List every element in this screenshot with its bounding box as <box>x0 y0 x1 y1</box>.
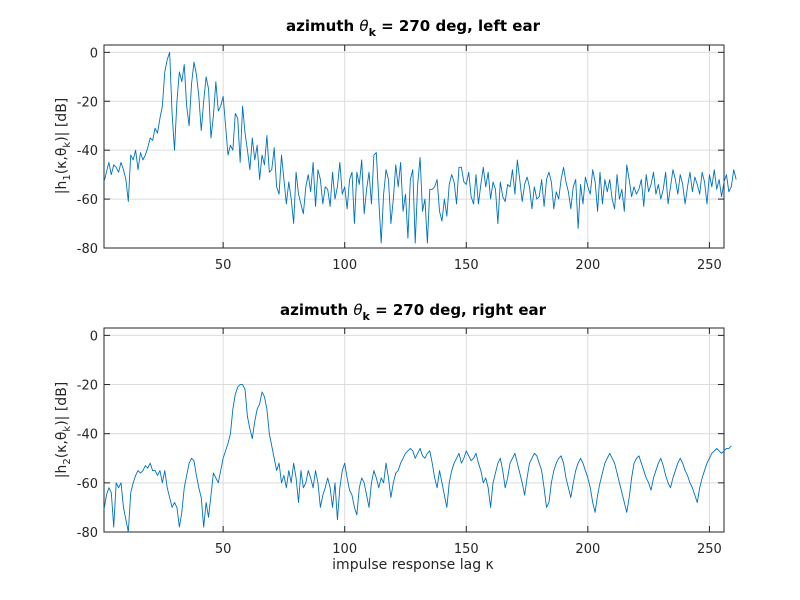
right-ear-panel: azimuth θk = 270 deg, right ear 50 100 150… <box>54 301 732 573</box>
left-ear-xtick-label: 150 <box>454 258 479 273</box>
right-ear-series-line <box>103 384 732 533</box>
right-ear-ytick-label: -80 <box>77 526 98 541</box>
right-ear-axes-box <box>103 327 725 533</box>
left-ear-yticks: 0 -20 -40 -60 -80 <box>77 46 724 257</box>
left-ear-series-line <box>103 51 737 244</box>
right-ear-xtick-label: 50 <box>215 542 232 557</box>
right-ear-ytick-label: 0 <box>90 329 98 344</box>
right-ear-series <box>103 384 732 533</box>
left-ear-ytick-label: 0 <box>90 46 98 61</box>
left-ear-xtick-label: 250 <box>697 258 722 273</box>
right-ear-xlabel: impulse response lag κ <box>332 557 494 573</box>
right-ear-xtick-label: 150 <box>454 542 479 557</box>
right-ear-xticks: 50 100 150 200 250 <box>215 328 722 557</box>
right-ear-ytick-label: -40 <box>77 428 98 443</box>
left-ear-axes-box <box>103 44 725 249</box>
right-ear-xtick-label: 100 <box>332 542 357 557</box>
right-ear-xtick-label: 200 <box>575 542 600 557</box>
left-ear-xtick-label: 50 <box>215 258 232 273</box>
left-ear-ytick-label: -20 <box>77 95 98 110</box>
left-ear-panel: azimuth θk = 270 deg, left ear 50 100 150 2… <box>54 17 737 273</box>
left-ear-title: azimuth θk = 270 deg, left ear <box>286 17 541 39</box>
left-ear-xticks: 50 100 150 200 250 <box>215 45 722 273</box>
right-ear-ylabel: |h2(κ,θk)| [dB] <box>54 382 73 479</box>
left-ear-series <box>103 51 737 244</box>
right-ear-xtick-label: 250 <box>697 542 722 557</box>
left-ear-xtick-label: 100 <box>332 258 357 273</box>
left-ear-ytick-label: -40 <box>77 144 98 159</box>
left-ear-ytick-label: -80 <box>77 242 98 257</box>
right-ear-title: azimuth θk = 270 deg, right ear <box>280 301 547 323</box>
right-ear-ytick-label: -60 <box>77 477 98 492</box>
left-ear-ytick-label: -60 <box>77 193 98 208</box>
left-ear-ylabel: |h1(κ,θk)| [dB] <box>54 98 73 195</box>
right-ear-yticks: 0 -20 -40 -60 -80 <box>77 329 724 541</box>
left-ear-xtick-label: 200 <box>575 258 600 273</box>
right-ear-ytick-label: -20 <box>77 379 98 394</box>
